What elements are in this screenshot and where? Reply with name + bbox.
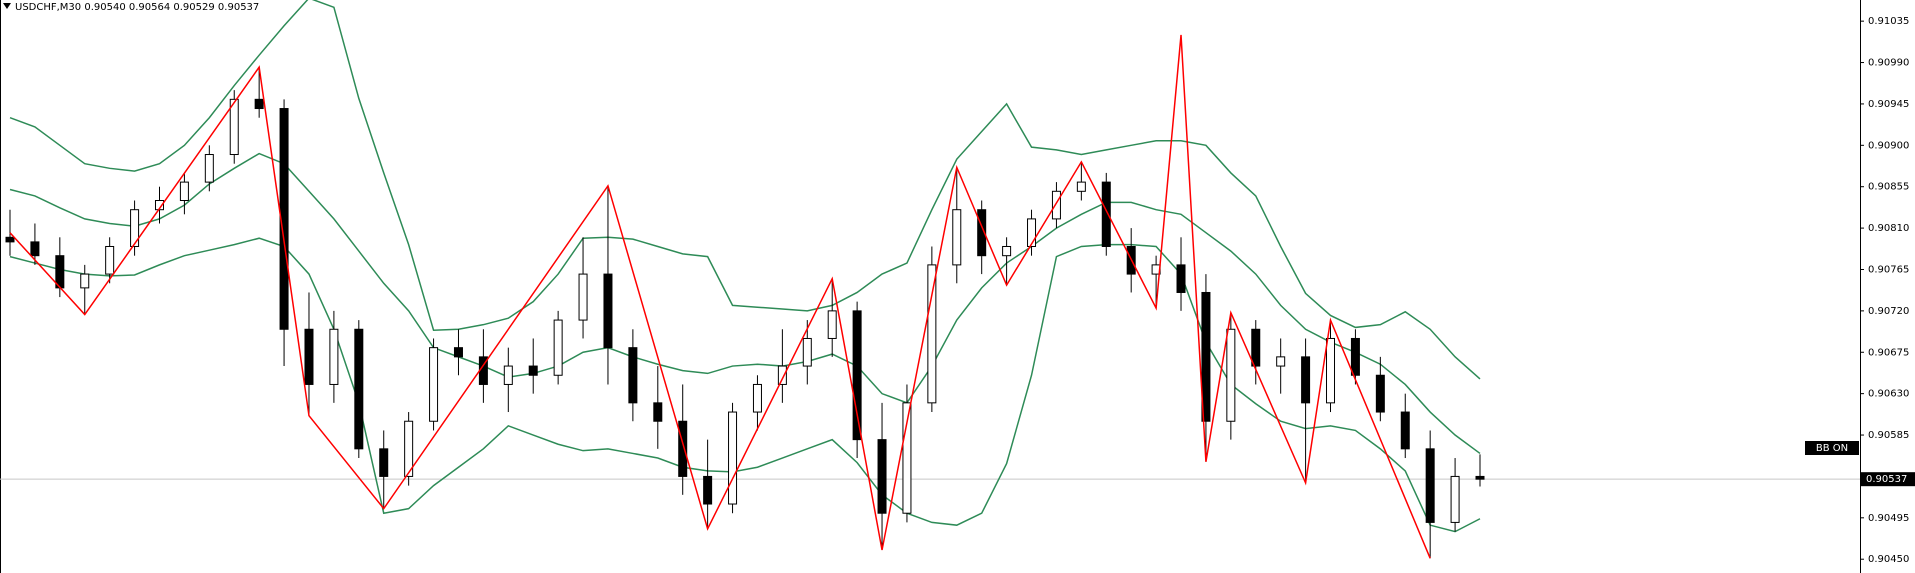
candle-body: [802, 337, 812, 367]
y-tick-label: 0.90675: [1868, 347, 1909, 358]
candle-body: [130, 209, 140, 247]
candle-body: [1450, 475, 1460, 523]
y-tick-label: 0.90810: [1868, 223, 1909, 234]
bollinger-upper: [9, 0, 1481, 380]
candle-body: [827, 310, 837, 339]
candle-body: [1375, 374, 1385, 413]
y-tick-label: 0.90450: [1868, 554, 1909, 565]
candle-body: [1251, 328, 1261, 367]
menu-arrow[interactable]: [3, 3, 11, 9]
candle-body: [752, 383, 762, 413]
candle-body: [1326, 337, 1336, 404]
candle-body: [952, 209, 962, 266]
candle-body: [628, 347, 638, 404]
candle-body: [653, 402, 663, 422]
candle-body: [105, 245, 115, 275]
candle-body: [1226, 328, 1236, 422]
candle-body: [329, 328, 339, 385]
y-tick-label: 0.90855: [1868, 182, 1909, 193]
candle-body: [703, 475, 713, 505]
y-tick-label: 0.90765: [1868, 264, 1909, 275]
candle-body: [777, 365, 787, 385]
candle-body: [578, 273, 588, 321]
plot-area: [0, 0, 1860, 559]
bollinger-lower: [9, 237, 1481, 533]
candle-body: [404, 420, 414, 477]
candle-body: [279, 108, 289, 330]
candle-body: [229, 98, 239, 156]
candle-body: [553, 319, 563, 376]
y-tick-label: 0.90990: [1868, 58, 1909, 69]
candle-body: [1301, 356, 1311, 404]
candle-body: [528, 365, 538, 376]
candle-body: [354, 328, 364, 450]
chart-title: USDCHF,M30 0.90540 0.90564 0.90529 0.905…: [15, 2, 259, 13]
current-price-label: 0.90537: [1866, 474, 1907, 485]
candle-body: [5, 236, 15, 243]
candle-body: [204, 154, 214, 183]
y-tick-label: 0.91035: [1868, 16, 1909, 27]
candle-body: [1076, 181, 1086, 192]
candle-body: [1425, 448, 1435, 523]
candle-body: [1027, 218, 1037, 247]
candle-body: [877, 439, 887, 514]
candle-body: [179, 181, 189, 202]
zigzag: [9, 34, 1431, 559]
candle-body: [852, 310, 862, 441]
candle-body: [1475, 475, 1485, 480]
candle-body: [1176, 264, 1186, 293]
candle-body: [254, 98, 264, 110]
candle-body: [1201, 291, 1211, 422]
y-tick-label: 0.90630: [1868, 389, 1909, 400]
indicator-box: [1805, 441, 1859, 455]
y-tick-label: 0.90900: [1868, 140, 1909, 151]
candle-body: [1276, 356, 1286, 367]
bollinger-middle: [9, 152, 1481, 455]
candle-body: [80, 273, 90, 289]
y-tick-label: 0.90495: [1868, 513, 1909, 524]
candle-body: [603, 273, 613, 349]
y-tick-label: 0.90720: [1868, 306, 1909, 317]
candle-body: [453, 347, 463, 358]
candle-body: [304, 328, 314, 385]
candle-body: [1101, 181, 1111, 247]
current-price-box: [1861, 472, 1915, 487]
y-tick-label: 0.90585: [1868, 430, 1909, 441]
candle-body: [927, 264, 937, 404]
candle-body: [977, 209, 987, 257]
candle-body: [678, 420, 688, 477]
candle-body: [1350, 337, 1360, 376]
candle-body: [55, 255, 65, 289]
indicator-label: BB ON: [1816, 443, 1848, 454]
candle-body: [429, 347, 439, 422]
candle-body: [1002, 245, 1012, 257]
candle-body: [30, 241, 40, 257]
candle-body: [728, 411, 738, 505]
candle-body: [1051, 190, 1061, 220]
candle-body: [902, 402, 912, 514]
candle-body: [1400, 411, 1410, 450]
candle-body: [379, 448, 389, 477]
y-tick-label: 0.90945: [1868, 99, 1909, 110]
candle-body: [503, 365, 513, 385]
